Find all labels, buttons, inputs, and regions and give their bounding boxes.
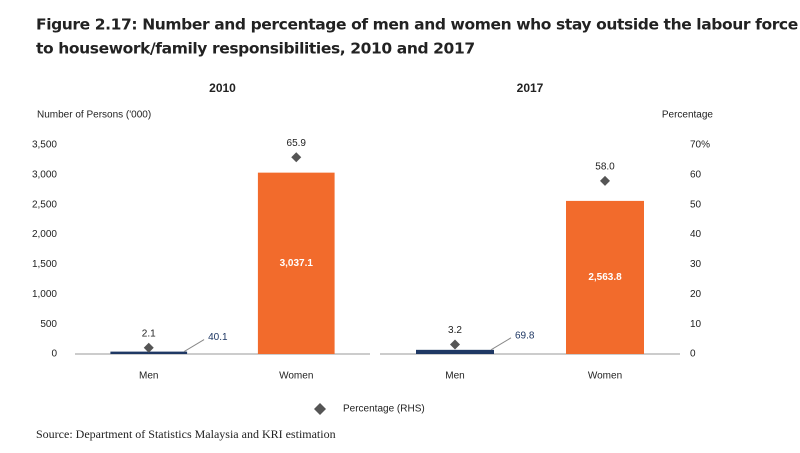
diamond-marker [143,342,154,353]
y-tick-label: 1,000 [32,289,57,300]
marker-label: 2.1 [142,328,156,339]
y2-tick-label: 40 [690,229,702,240]
y2-axis-label: Percentage [662,110,714,121]
diamond-marker [291,152,302,163]
y-tick-label: 0 [51,349,57,360]
y-tick-label: 2,000 [32,229,57,240]
y-axis-label: Number of Persons ('000) [37,110,151,121]
bar [110,351,188,354]
bar-label: 40.1 [208,332,228,343]
y2-tick-label: 0 [690,349,696,360]
source: Source: Department of Statistics Malaysi… [36,427,336,441]
leader-line [183,339,205,353]
y2-tick-label: 10 [690,319,702,330]
y2-tick-label: 30 [690,259,702,270]
y-tick-label: 3,500 [32,140,57,151]
x-tick-label: Men [139,371,158,382]
legend-marker [314,403,326,415]
marker-label: 58.0 [595,161,615,172]
diamond-marker [600,175,610,186]
legend-label: Percentage (RHS) [343,404,425,415]
panel-title: 2017 [517,81,544,95]
diamond-marker [450,339,460,350]
y-tick-label: 2,500 [32,199,57,210]
bar-label: 3,037.1 [280,258,314,269]
figure-title-line: Figure 2.17: Number and percentage of me… [36,16,800,34]
panel-title: 2010 [209,81,236,95]
leader-line [490,337,512,351]
x-tick-label: Women [279,371,313,382]
y2-tick-label: 50 [690,199,702,210]
bar-label: 69.8 [515,330,535,341]
bar [416,349,494,354]
y2-tick-label: 20 [690,289,702,300]
figure-title-line: to housework/family responsibilities, 20… [36,40,475,58]
x-tick-label: Men [445,371,464,382]
y2-tick-label: 70% [690,140,710,151]
y-tick-label: 500 [40,319,57,330]
marker-label: 3.2 [448,325,462,336]
marker-label: 65.9 [287,138,307,149]
y-tick-label: 1,500 [32,259,57,270]
bar-label: 2,563.8 [588,272,622,283]
bar [566,200,644,354]
bar [257,172,335,354]
x-tick-label: Women [588,371,622,382]
y-tick-label: 3,000 [32,169,57,180]
y2-tick-label: 60 [690,169,702,180]
